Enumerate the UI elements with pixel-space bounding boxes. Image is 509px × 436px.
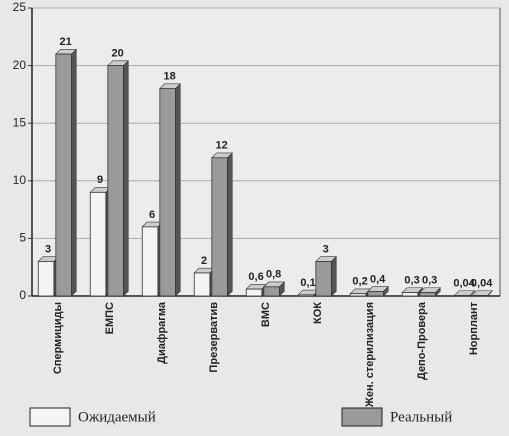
bar-depth [123, 60, 129, 297]
legend-swatch [341, 407, 383, 427]
y-tick-label: 20 [13, 58, 27, 72]
bar [55, 53, 72, 297]
value-label: 12 [216, 140, 228, 152]
value-label: 20 [112, 48, 124, 60]
value-label: 2 [201, 255, 207, 267]
legend-swatch [29, 407, 71, 427]
x-tick-label: Норплант [468, 301, 480, 355]
bar [401, 292, 419, 297]
y-tick-label: 5 [19, 231, 26, 245]
value-label: 0,3 [404, 274, 419, 286]
legend-label: Ожидаемый [78, 409, 156, 425]
x-tick-label: Спермициды [52, 302, 64, 374]
y-tick-label: 25 [13, 0, 27, 14]
bar [89, 191, 107, 297]
bar [245, 288, 263, 297]
bar [159, 88, 176, 297]
bar [37, 261, 55, 297]
x-tick-label: Жен. стерилизация [364, 302, 376, 408]
value-label: 0,04 [453, 277, 475, 289]
bar-depth [227, 152, 233, 297]
bar [297, 294, 315, 297]
y-tick-label: 10 [13, 173, 27, 187]
x-tick-label: Депо-Провера [416, 301, 428, 380]
value-label: 6 [149, 209, 155, 221]
x-tick-label: ВМС [260, 302, 272, 327]
value-label: 0,6 [248, 271, 263, 283]
bar [419, 292, 436, 297]
value-label: 0,04 [471, 277, 493, 289]
value-label: 0,1 [300, 277, 315, 289]
bar-depth [71, 48, 77, 297]
bar-depth [175, 83, 181, 297]
bar [349, 293, 367, 297]
bar [141, 226, 159, 297]
bar [107, 65, 124, 297]
y-tick-label: 15 [13, 115, 27, 129]
value-label: 0,8 [266, 269, 281, 281]
value-label: 21 [60, 36, 72, 48]
bar [193, 272, 211, 297]
value-label: 0,2 [352, 276, 367, 288]
value-label: 9 [97, 174, 103, 186]
bar [263, 286, 280, 297]
y-tick-label: 0 [19, 288, 26, 302]
value-label: 3 [323, 243, 329, 255]
x-tick-label: ЕМПС [104, 302, 116, 334]
bar-depth [331, 255, 337, 297]
bar [367, 290, 384, 297]
value-label: 3 [45, 243, 51, 255]
bar [211, 157, 228, 297]
x-tick-label: Презерватив [208, 302, 220, 373]
bar [315, 261, 332, 297]
value-label: 0,3 [422, 274, 437, 286]
x-tick-label: КОК [312, 302, 324, 324]
x-tick-label: Диафрагма [156, 301, 168, 364]
legend-label: Реальный [390, 409, 452, 425]
value-label: 18 [164, 71, 176, 83]
value-label: 0,4 [370, 273, 386, 285]
